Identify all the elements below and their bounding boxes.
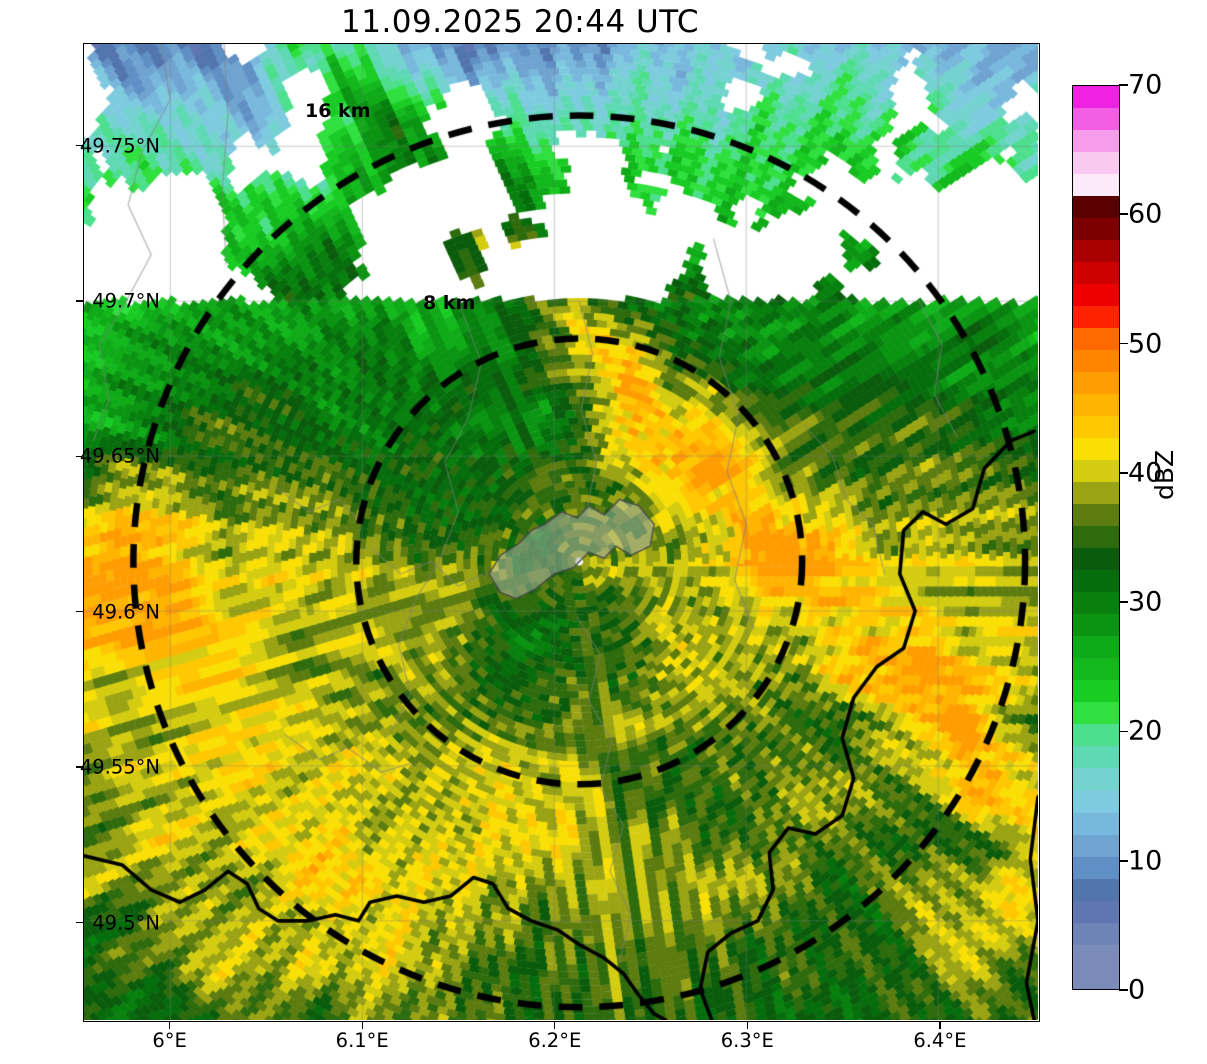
colorbar-band xyxy=(1073,944,1119,967)
colorbar-band xyxy=(1073,856,1119,879)
x-axis-tick-mark xyxy=(554,1022,556,1029)
colorbar-axis-label: dBZ xyxy=(1150,449,1179,500)
colorbar-band xyxy=(1073,548,1119,571)
colorbar-tick-label: 70 xyxy=(1128,69,1163,101)
colorbar-band xyxy=(1073,240,1119,263)
colorbar-band xyxy=(1073,504,1119,527)
colorbar-tick-mark xyxy=(1119,989,1128,991)
colorbar-band xyxy=(1073,570,1119,593)
y-axis-tick-label: 49.75°N xyxy=(79,134,160,158)
colorbar-band xyxy=(1073,350,1119,373)
colorbar-tick-mark xyxy=(1119,859,1128,862)
colorbar-band xyxy=(1073,592,1119,615)
colorbar-band xyxy=(1073,218,1119,241)
colorbar-tick-label: 50 xyxy=(1128,328,1163,360)
colorbar-band xyxy=(1073,922,1119,945)
x-axis-tick-mark xyxy=(168,1022,171,1029)
colorbar-band xyxy=(1073,724,1119,747)
x-axis-tick-mark xyxy=(746,1022,748,1029)
colorbar-tick-label: 40 xyxy=(1128,457,1163,489)
x-axis-tick-label: 6.2°E xyxy=(528,1029,582,1052)
colorbar-band xyxy=(1073,372,1119,395)
colorbar-tick-mark xyxy=(1119,601,1128,603)
colorbar-band xyxy=(1073,614,1119,637)
y-axis-tick-label: 49.65°N xyxy=(79,444,160,468)
colorbar-tick-label: 20 xyxy=(1128,715,1163,747)
x-axis-tick-label: 6.1°E xyxy=(335,1029,389,1052)
colorbar-band xyxy=(1073,834,1119,857)
colorbar-tick-label: 0 xyxy=(1128,974,1146,1006)
y-axis-tick-mark xyxy=(76,766,83,768)
colorbar-band xyxy=(1073,768,1119,791)
colorbar-tick-mark xyxy=(1119,213,1128,216)
y-axis-tick-mark xyxy=(76,144,83,147)
y-axis-tick-label: 49.5°N xyxy=(92,911,160,935)
y-axis-tick-label: 49.6°N xyxy=(92,600,160,624)
y-axis-tick-label: 49.7°N xyxy=(92,289,160,313)
colorbar-band xyxy=(1073,790,1119,813)
y-axis-tick-mark xyxy=(76,300,83,302)
colorbar-band xyxy=(1073,196,1119,219)
colorbar-band xyxy=(1073,460,1119,483)
colorbar-tick-mark xyxy=(1119,342,1128,345)
colorbar-band xyxy=(1073,108,1119,131)
y-axis-tick-mark xyxy=(76,611,83,613)
x-axis-tick-label: 6°E xyxy=(152,1029,187,1052)
colorbar-band xyxy=(1073,812,1119,835)
radar-map-plot xyxy=(83,43,1040,1022)
colorbar-tick-label: 10 xyxy=(1128,845,1163,877)
colorbar-band xyxy=(1073,416,1119,439)
x-axis-tick-mark xyxy=(361,1022,363,1029)
colorbar-band xyxy=(1073,306,1119,329)
colorbar-tick-mark xyxy=(1119,84,1128,86)
colorbar-band xyxy=(1073,394,1119,417)
y-axis-tick-mark xyxy=(76,455,83,458)
colorbar-tick-mark xyxy=(1119,472,1128,474)
colorbar-band xyxy=(1073,900,1119,923)
colorbar-tick-label: 30 xyxy=(1128,586,1163,618)
colorbar-band xyxy=(1073,152,1119,175)
page-title: 11.09.2025 20:44 UTC xyxy=(341,4,699,40)
x-axis-tick-label: 6.4°E xyxy=(913,1029,967,1052)
colorbar-band xyxy=(1073,526,1119,549)
colorbar-band xyxy=(1073,746,1119,769)
colorbar-band xyxy=(1073,702,1119,725)
colorbar-band xyxy=(1073,130,1119,153)
colorbar-band xyxy=(1073,284,1119,307)
x-axis-tick-label: 6.3°E xyxy=(720,1029,774,1052)
range-ring-label: 16 km xyxy=(305,100,371,122)
colorbar-band xyxy=(1073,636,1119,659)
y-axis-tick-label: 49.55°N xyxy=(79,755,160,779)
colorbar-band xyxy=(1073,262,1119,285)
colorbar-tick-mark xyxy=(1119,730,1128,733)
colorbar-band xyxy=(1073,174,1119,197)
colorbar-band xyxy=(1073,438,1119,461)
colorbar-band xyxy=(1073,680,1119,703)
colorbar-band xyxy=(1073,482,1119,505)
colorbar xyxy=(1072,85,1120,990)
colorbar-band xyxy=(1073,86,1119,109)
colorbar-band xyxy=(1073,966,1119,989)
colorbar-band xyxy=(1073,658,1119,681)
map-vector-overlay xyxy=(84,44,1038,1020)
colorbar-tick-label: 60 xyxy=(1128,198,1163,230)
colorbar-band xyxy=(1073,328,1119,351)
x-axis-tick-mark xyxy=(939,1022,941,1029)
colorbar-band xyxy=(1073,878,1119,901)
range-ring-label: 8 km xyxy=(423,292,476,314)
y-axis-tick-mark xyxy=(76,921,83,924)
